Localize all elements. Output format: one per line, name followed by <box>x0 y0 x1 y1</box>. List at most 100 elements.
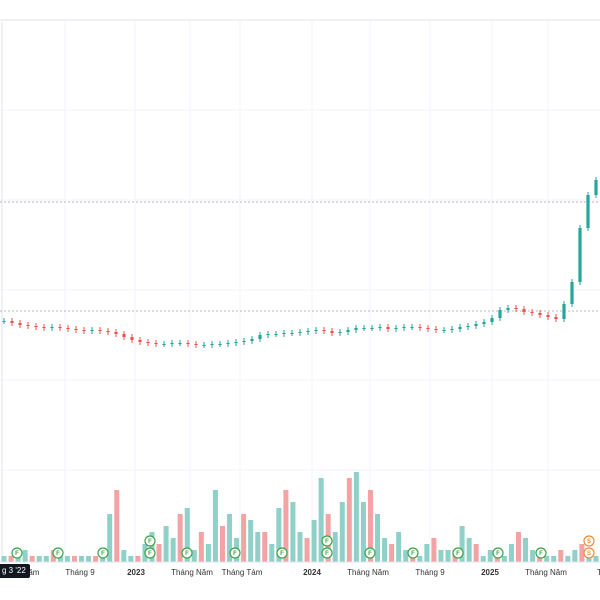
volume-bar[interactable] <box>135 556 141 562</box>
volume-bar[interactable] <box>255 532 261 562</box>
volume-bar[interactable] <box>297 532 303 562</box>
volume-bar[interactable] <box>79 556 85 562</box>
candle[interactable] <box>450 329 454 330</box>
dividend-marker-icon[interactable] <box>321 547 333 559</box>
candle[interactable] <box>322 330 326 331</box>
candle[interactable] <box>562 304 566 319</box>
candle[interactable] <box>90 330 94 331</box>
candle[interactable] <box>106 331 110 332</box>
candle[interactable] <box>162 344 166 345</box>
candle[interactable] <box>170 343 174 344</box>
volume-bar[interactable] <box>375 514 381 562</box>
candle[interactable] <box>242 341 246 342</box>
volume-bar[interactable] <box>86 556 92 562</box>
volume-bar[interactable] <box>367 490 373 562</box>
volume-bar[interactable] <box>551 556 557 562</box>
candle[interactable] <box>370 328 374 329</box>
candle[interactable] <box>202 345 206 346</box>
candle[interactable] <box>50 327 54 328</box>
candle[interactable] <box>434 329 438 330</box>
candle[interactable] <box>490 318 494 322</box>
volume-bar[interactable] <box>205 544 211 562</box>
volume-bar[interactable] <box>71 556 77 562</box>
volume-bar[interactable] <box>494 556 500 562</box>
candle[interactable] <box>570 282 574 304</box>
volume-bar[interactable] <box>57 556 63 562</box>
candle[interactable] <box>130 337 134 340</box>
candle[interactable] <box>194 344 198 345</box>
candle[interactable] <box>346 330 350 332</box>
volume-bar[interactable] <box>501 556 507 562</box>
candle[interactable] <box>138 340 142 342</box>
candle[interactable] <box>498 310 502 318</box>
candle[interactable] <box>178 343 182 344</box>
volume-bar[interactable] <box>177 514 183 562</box>
volume-bar[interactable] <box>163 526 169 562</box>
volume-bar[interactable] <box>128 556 134 562</box>
volume-bar[interactable] <box>8 556 14 562</box>
candle[interactable] <box>18 323 22 325</box>
dividend-marker-icon[interactable] <box>492 547 504 559</box>
candle[interactable] <box>282 333 286 334</box>
volume-bar[interactable] <box>431 538 437 562</box>
candle[interactable] <box>514 308 518 309</box>
candle[interactable] <box>482 322 486 324</box>
candle[interactable] <box>34 326 38 327</box>
volume-bar[interactable] <box>565 556 571 562</box>
candle[interactable] <box>426 328 430 329</box>
volume-bar[interactable] <box>304 538 310 562</box>
candle[interactable] <box>74 329 78 330</box>
volume-bar[interactable] <box>417 556 423 562</box>
volume-bar[interactable] <box>43 556 49 562</box>
volume-bar[interactable] <box>530 550 536 562</box>
volume-bar[interactable] <box>466 538 472 562</box>
volume-bar[interactable] <box>360 502 366 562</box>
split-marker-icon[interactable] <box>583 547 595 559</box>
volume-bar[interactable] <box>262 532 268 562</box>
candle[interactable] <box>218 344 222 345</box>
volume-bar[interactable] <box>593 556 599 562</box>
candle[interactable] <box>538 313 542 315</box>
candle[interactable] <box>298 332 302 333</box>
volume-bar[interactable] <box>382 538 388 562</box>
volume-bar[interactable] <box>339 502 345 562</box>
candle[interactable] <box>386 327 390 329</box>
candle[interactable] <box>378 327 382 328</box>
dividend-marker-icon[interactable] <box>52 547 64 559</box>
volume-bar[interactable] <box>515 532 521 562</box>
volume-bar[interactable] <box>241 514 247 562</box>
candle[interactable] <box>306 331 310 332</box>
candle[interactable] <box>26 325 30 326</box>
dividend-marker-icon[interactable] <box>364 547 376 559</box>
volume-bar[interactable] <box>121 550 127 562</box>
candle[interactable] <box>210 344 214 345</box>
dividend-marker-icon[interactable] <box>11 547 23 559</box>
candle[interactable] <box>506 308 510 310</box>
candle[interactable] <box>314 330 318 331</box>
candle[interactable] <box>354 328 358 330</box>
dividend-marker-icon[interactable] <box>144 535 156 547</box>
candle[interactable] <box>58 327 62 328</box>
candle[interactable] <box>98 330 102 331</box>
candle[interactable] <box>394 328 398 329</box>
volume-bar[interactable] <box>248 520 254 562</box>
candle[interactable] <box>186 343 190 344</box>
candle[interactable] <box>258 335 262 339</box>
candle[interactable] <box>418 327 422 328</box>
candle[interactable] <box>578 228 582 282</box>
candle[interactable] <box>250 339 254 341</box>
volume-bar[interactable] <box>487 550 493 562</box>
volume-bar[interactable] <box>114 490 120 562</box>
volume-bar[interactable] <box>149 532 155 562</box>
volume-bar[interactable] <box>572 550 578 562</box>
candle[interactable] <box>530 312 534 313</box>
dividend-marker-icon[interactable] <box>321 535 333 547</box>
candle[interactable] <box>42 327 46 328</box>
volume-bar[interactable] <box>212 490 218 562</box>
dividend-marker-icon[interactable] <box>535 547 547 559</box>
candle[interactable] <box>330 331 334 333</box>
candle[interactable] <box>266 334 270 335</box>
candle[interactable] <box>402 327 406 328</box>
volume-bar[interactable] <box>311 520 317 562</box>
